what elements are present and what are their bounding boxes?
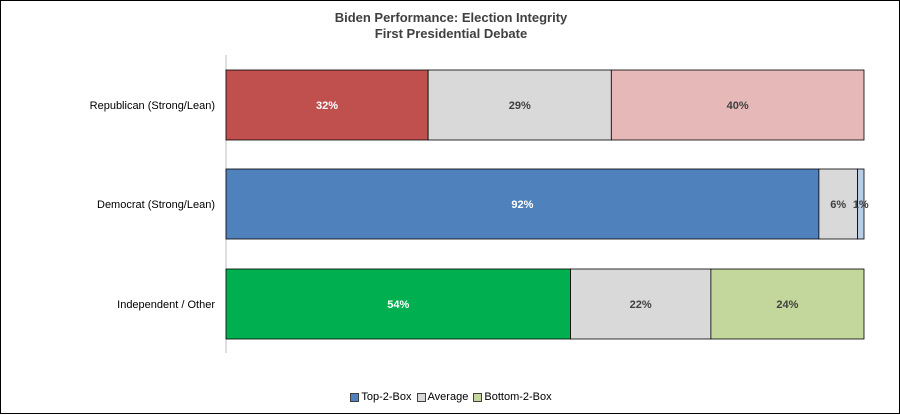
legend-swatch-bottom-2-box <box>473 392 483 402</box>
legend: Top-2-Box Average Bottom-2-Box <box>1 391 900 405</box>
legend-label-top-2-box: Top-2-Box <box>361 391 412 403</box>
data-label: 92% <box>511 199 533 211</box>
legend-item-average: Average <box>416 391 469 403</box>
bar-segment <box>818 168 858 240</box>
data-label: 22% <box>630 299 652 311</box>
chart-title-block: Biden Performance: Election Integrity Fi… <box>1 10 900 42</box>
legend-swatch-top-2-box <box>350 392 360 402</box>
chart-subtitle: First Presidential Debate <box>374 26 528 41</box>
data-label: 29% <box>509 100 531 112</box>
bar-segment <box>610 69 865 141</box>
legend-label-average: Average <box>427 391 469 403</box>
data-label: 1% <box>853 199 869 211</box>
bar-segment <box>225 69 429 141</box>
legend-swatch-average <box>416 392 426 402</box>
category-label: Republican (Strong/Lean) <box>90 100 215 112</box>
data-label: 54% <box>387 299 409 311</box>
bar-segment <box>857 168 865 240</box>
data-label: 24% <box>776 299 798 311</box>
bar-segment <box>570 268 712 340</box>
bar-segment <box>225 268 571 340</box>
bar-segment <box>710 268 865 340</box>
chart-title: Biden Performance: Election Integrity <box>334 10 568 25</box>
data-label: 32% <box>316 100 338 112</box>
legend-item-bottom-2-box: Bottom-2-Box <box>473 391 552 403</box>
data-label: 40% <box>727 100 749 112</box>
category-label: Democrat (Strong/Lean) <box>97 199 215 211</box>
bar-segment <box>225 168 820 240</box>
bar-segment <box>427 69 612 141</box>
legend-item-top-2-box: Top-2-Box <box>350 391 411 403</box>
data-label: 6% <box>830 199 846 211</box>
category-label: Independent / Other <box>117 299 215 311</box>
legend-label-bottom-2-box: Bottom-2-Box <box>484 391 552 403</box>
